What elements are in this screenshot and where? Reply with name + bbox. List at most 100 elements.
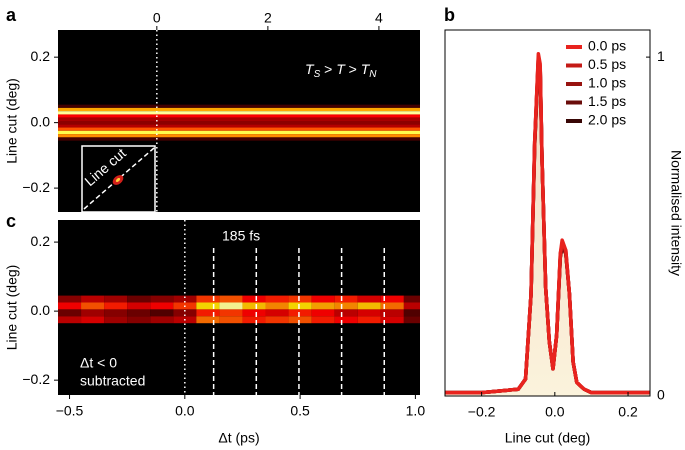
heat-cell (265, 302, 289, 310)
heat-cell (242, 302, 266, 310)
heat-cell (380, 295, 404, 303)
x-tick-label: 0 (153, 10, 161, 26)
annotation: 185 fs (222, 228, 260, 244)
x-tick-label: −0.5 (56, 403, 84, 419)
heat-cell (334, 309, 358, 317)
y-tick-label: 0.0 (31, 113, 51, 129)
heat-cell (265, 309, 289, 317)
heat-cell (380, 302, 404, 310)
heat-cell (127, 302, 151, 310)
heat-cell (357, 309, 381, 317)
x-tick-label: 0.5 (290, 403, 310, 419)
legend-label: 2.0 ps (588, 112, 626, 128)
annotation-part: > (320, 61, 336, 77)
legend-label: 1.5 ps (588, 93, 626, 109)
heat-cell (127, 316, 151, 324)
heat-cell (219, 309, 243, 317)
x-tick-label: 0.2 (618, 404, 638, 420)
heat-cell (242, 309, 266, 317)
x-axis-label: Δt (ps) (218, 430, 259, 446)
heat-cell (150, 309, 174, 317)
y-axis-label: Line cut (deg) (4, 265, 20, 351)
heat-cell (173, 309, 197, 317)
x-tick-label: 4 (375, 10, 383, 26)
heat-cell (196, 295, 220, 303)
heat-band (58, 104, 420, 108)
y-tick-label: 1 (657, 48, 665, 64)
heat-band (58, 117, 420, 121)
annotation-part: T (305, 61, 315, 77)
heat-cell (403, 302, 420, 310)
annotation-part: T (361, 61, 371, 77)
panel-letter: b (444, 5, 455, 25)
heat-cell (403, 316, 420, 324)
x-tick-label: 0.0 (175, 403, 195, 419)
annotation: TS > T > TN (305, 61, 377, 80)
y-tick-label: 0 (657, 387, 665, 403)
heat-cell (380, 309, 404, 317)
heat-cell (311, 309, 335, 317)
heat-cell (81, 316, 105, 324)
heat-cell (150, 302, 174, 310)
note: Δt < 0 (80, 355, 117, 371)
heat-cell (104, 309, 128, 317)
heat-cell (334, 316, 358, 324)
heat-band (58, 130, 420, 135)
x-tick-label: 0.0 (545, 404, 565, 420)
heat-cell (81, 302, 105, 310)
heat-cell (219, 295, 243, 303)
y-tick-label: −0.2 (22, 371, 50, 387)
heat-cell (242, 295, 266, 303)
annotation-part: S (314, 69, 321, 80)
annotation-part: > (345, 61, 361, 77)
heat-cell (334, 302, 358, 310)
heat-cell (81, 295, 105, 303)
x-axis-label: Line cut (deg) (505, 430, 591, 446)
heat-cell (288, 309, 312, 317)
heat-cell (58, 309, 82, 317)
heat-cell (311, 316, 335, 324)
heat-band (58, 114, 420, 118)
heat-cell (265, 316, 289, 324)
y-axis-label: Normalised intensity (668, 150, 684, 276)
panel-letter: a (6, 5, 17, 25)
heat-cell (288, 295, 312, 303)
heat-band (58, 137, 420, 141)
heat-band (58, 134, 420, 138)
heat-cell (403, 295, 420, 303)
heat-cell (127, 309, 151, 317)
heat-cell (58, 316, 82, 324)
annotation-part: N (369, 69, 377, 80)
heat-cell (127, 295, 151, 303)
heat-cell (357, 302, 381, 310)
heat-band (58, 111, 420, 115)
heat-cell (150, 295, 174, 303)
heat-cell (58, 302, 82, 310)
heat-cell (357, 295, 381, 303)
heat-cell (265, 295, 289, 303)
line (445, 51, 650, 395)
x-tick-label: 1.0 (406, 403, 426, 419)
heat-cell (311, 295, 335, 303)
heat-cell (173, 295, 197, 303)
panel-letter: c (6, 211, 16, 231)
legend-label: 0.5 ps (588, 56, 626, 72)
heat-band (58, 127, 420, 131)
heat-cell (81, 309, 105, 317)
inset-spot (115, 178, 121, 182)
heat-cell (150, 316, 174, 324)
heat-cell (58, 295, 82, 303)
heat-cell (403, 309, 420, 317)
heat-cell (196, 309, 220, 317)
y-tick-label: 0.2 (31, 48, 51, 64)
legend-label: 0.0 ps (588, 38, 626, 54)
note: subtracted (80, 373, 145, 389)
heat-cell (334, 295, 358, 303)
annotation-part: T (336, 61, 346, 77)
heat-cell (104, 316, 128, 324)
heat-cell (219, 302, 243, 310)
x-tick-label: 2 (264, 10, 272, 26)
y-axis-label: Line cut (deg) (4, 78, 20, 164)
x-tick-label: −0.2 (468, 404, 496, 420)
